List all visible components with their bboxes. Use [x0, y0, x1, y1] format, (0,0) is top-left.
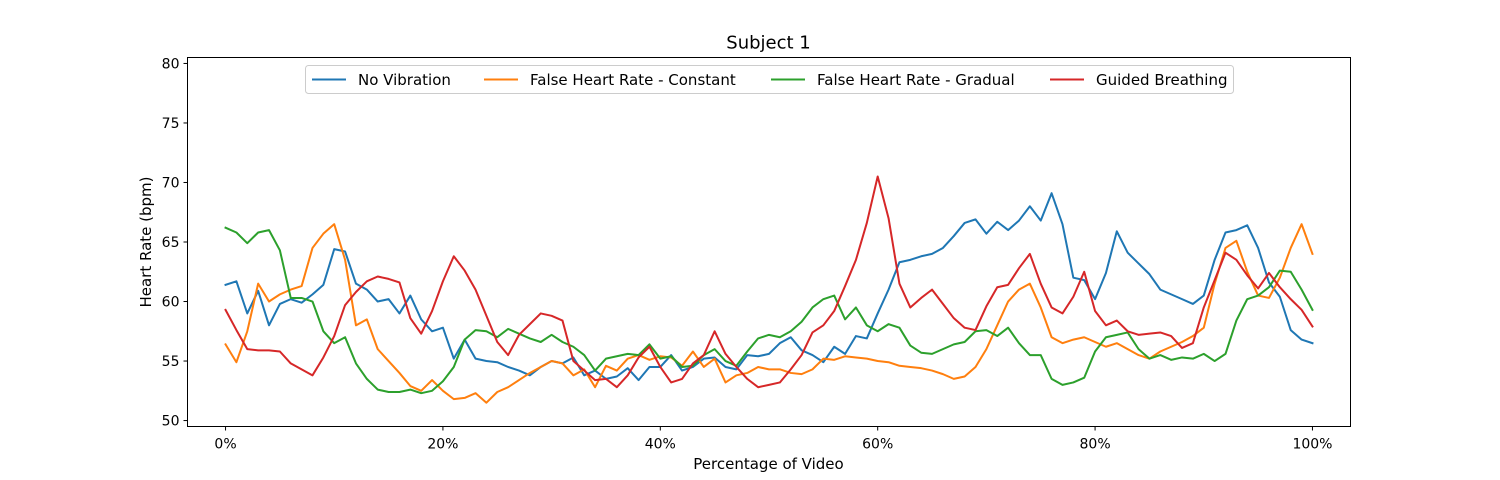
y-tick-label: 80	[162, 56, 180, 72]
legend-box	[305, 65, 1234, 94]
series-layer	[224, 175, 1314, 404]
x-axis: 0% 20% 40% 60% 80% 100%	[214, 426, 1332, 453]
y-tick-label: 75	[162, 116, 180, 132]
x-axis-label: Percentage of Video	[693, 455, 843, 473]
series-line-guided-breathing	[224, 175, 1314, 389]
y-tick-label: 65	[162, 235, 180, 251]
x-tick-label: 80%	[1080, 437, 1111, 453]
y-tick-label: 50	[162, 414, 180, 430]
series-line-false-heart-rate-gradual	[224, 226, 1314, 395]
chart-title: Subject 1	[726, 33, 810, 54]
x-tick-label: 60%	[862, 437, 893, 453]
y-tick-label: 60	[162, 295, 180, 311]
legend: No Vibration False Heart Rate - Constant F…	[305, 65, 1234, 94]
legend-label: False Heart Rate - Gradual	[817, 71, 1015, 89]
y-tick-label: 55	[162, 354, 180, 370]
x-tick-label: 0%	[214, 437, 236, 453]
legend-label: Guided Breathing	[1096, 71, 1227, 89]
series-line-no-vibration	[224, 192, 1314, 382]
x-tick-label: 20%	[427, 437, 458, 453]
x-tick-label: 100%	[1292, 437, 1332, 453]
y-tick-label: 70	[162, 175, 180, 191]
x-tick-label: 40%	[645, 437, 676, 453]
legend-label: No Vibration	[358, 71, 451, 89]
y-axis: 50 55 60 65 70 75 80	[162, 56, 188, 430]
y-axis-label: Heart Rate (bpm)	[137, 176, 155, 307]
legend-label: False Heart Rate - Constant	[530, 71, 736, 89]
series-line-false-heart-rate-constant	[224, 223, 1314, 404]
